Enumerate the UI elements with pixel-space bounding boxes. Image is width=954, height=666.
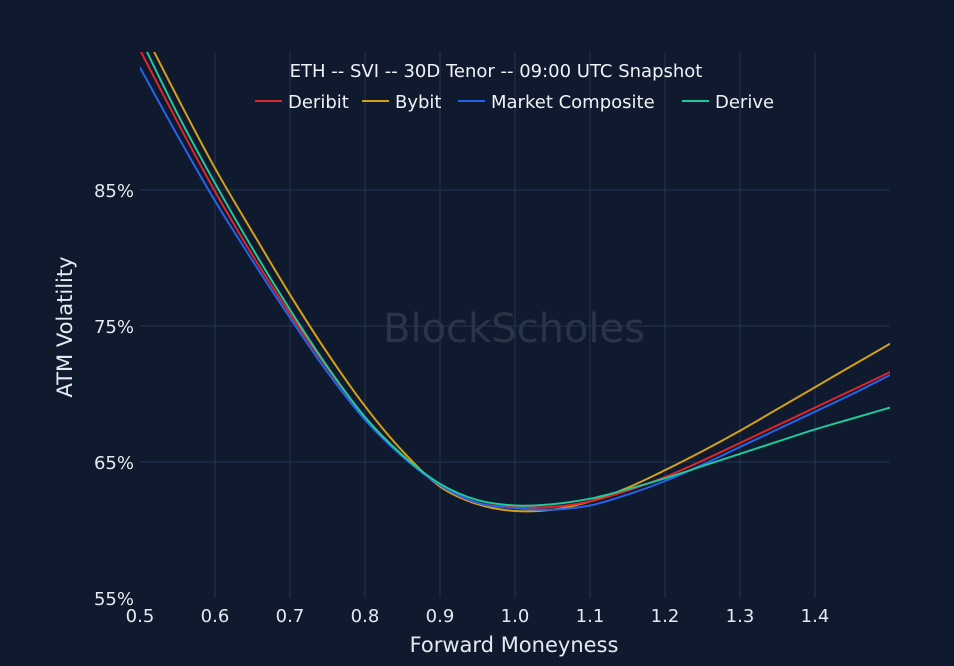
x-tick-label: 0.9 bbox=[426, 606, 455, 627]
x-tick-label: 0.8 bbox=[351, 606, 380, 627]
legend-item-bybit[interactable]: Bybit bbox=[362, 92, 442, 113]
x-axis-title: Forward Moneyness bbox=[410, 633, 619, 657]
x-tick-label: 1.1 bbox=[576, 606, 605, 627]
x-tick-labels: 0.5 0.6 0.7 0.8 0.9 1.0 1.1 1.2 1.3 1.4 bbox=[126, 606, 830, 627]
x-tick-label: 0.6 bbox=[201, 606, 230, 627]
y-tick-label: 65% bbox=[94, 453, 134, 474]
series-line-market-composite bbox=[140, 66, 890, 511]
legend-label: Deribit bbox=[288, 92, 349, 113]
y-tick-labels: 55% 65% 75% 85% bbox=[94, 181, 134, 610]
legend-item-deribit[interactable]: Deribit bbox=[255, 92, 349, 113]
x-tick-label: 1.3 bbox=[726, 606, 755, 627]
legend-label: Market Composite bbox=[491, 92, 655, 113]
y-tick-label: 85% bbox=[94, 181, 134, 202]
y-tick-label: 55% bbox=[94, 589, 134, 610]
legend: Deribit Bybit Market Composite Derive bbox=[255, 92, 774, 113]
legend-label: Derive bbox=[715, 92, 774, 113]
chart-title: ETH -- SVI -- 30D Tenor -- 09:00 UTC Sna… bbox=[290, 61, 703, 82]
x-tick-label: 0.5 bbox=[126, 606, 155, 627]
y-axis-title: ATM Volatility bbox=[53, 256, 77, 397]
watermark: BlockScholes bbox=[383, 306, 645, 352]
legend-label: Bybit bbox=[395, 92, 442, 113]
y-tick-label: 75% bbox=[94, 317, 134, 338]
series-line-bybit bbox=[153, 52, 890, 513]
legend-item-derive[interactable]: Derive bbox=[682, 92, 774, 113]
grid-layer bbox=[140, 52, 890, 598]
x-tick-label: 1.2 bbox=[651, 606, 680, 627]
series-line-derive bbox=[145, 52, 890, 507]
series-layer bbox=[140, 52, 890, 513]
x-tick-label: 1.4 bbox=[801, 606, 830, 627]
x-tick-label: 0.7 bbox=[276, 606, 305, 627]
x-tick-label: 1.0 bbox=[501, 606, 530, 627]
legend-item-market-composite[interactable]: Market Composite bbox=[458, 92, 655, 113]
